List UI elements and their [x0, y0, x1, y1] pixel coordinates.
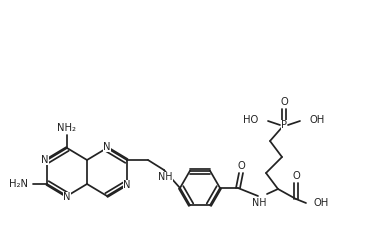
Text: O: O — [280, 97, 288, 107]
Text: O: O — [292, 171, 300, 181]
Text: HO: HO — [243, 115, 258, 125]
Text: NH₂: NH₂ — [58, 123, 76, 133]
Text: N: N — [123, 180, 131, 190]
Text: P: P — [281, 120, 287, 130]
Text: OH: OH — [314, 198, 329, 208]
Text: N: N — [103, 142, 111, 152]
Text: OH: OH — [310, 115, 325, 125]
Text: H₂N: H₂N — [10, 179, 28, 189]
Text: N: N — [41, 155, 49, 165]
Text: NH: NH — [158, 172, 172, 182]
Text: N: N — [63, 192, 71, 202]
Text: O: O — [237, 161, 245, 171]
Text: NH: NH — [252, 198, 266, 208]
